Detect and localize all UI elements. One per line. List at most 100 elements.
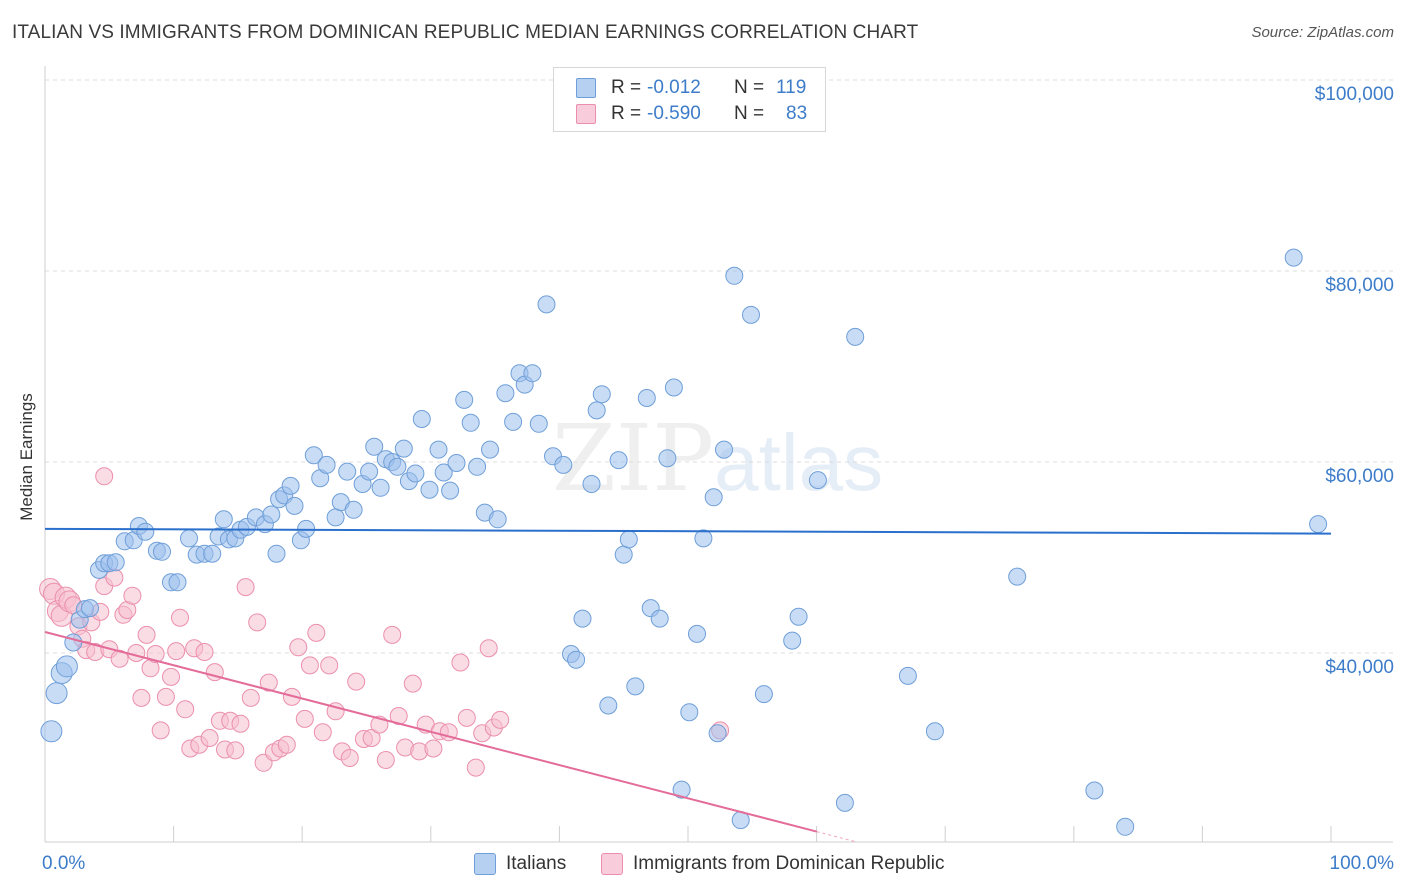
italians-point <box>40 720 63 743</box>
dominican-point <box>137 625 156 644</box>
x-tick-label-min: 0.0% <box>42 853 86 874</box>
dominican-point <box>200 729 219 747</box>
italians-point <box>573 609 592 628</box>
italians-point <box>64 633 83 652</box>
dominican-point <box>259 673 278 692</box>
italians-point <box>898 666 917 685</box>
axes <box>44 66 1393 843</box>
dominican-point <box>236 578 255 597</box>
chart-source: Source: ZipAtlas.com <box>1251 24 1394 41</box>
stats-row-dominican: R = -0.590 N = 83 <box>554 101 825 127</box>
r-label: R = <box>611 103 642 124</box>
n-value: 119 <box>776 77 807 98</box>
italians-point <box>694 529 713 548</box>
italians-trend-line <box>44 527 1332 535</box>
italians-point <box>1309 515 1328 534</box>
italians-point <box>783 631 802 650</box>
legend: Italians Immigrants from Dominican Repub… <box>0 852 1406 878</box>
y-tick-label-80000: $80,000 <box>1325 275 1394 296</box>
italians-point <box>214 510 233 529</box>
dominican-point <box>241 688 260 707</box>
italians-point <box>262 505 281 524</box>
italians-point <box>81 599 99 618</box>
italians-swatch <box>474 853 496 875</box>
dominican-point <box>110 649 129 668</box>
dominican-point <box>362 729 381 747</box>
italians-point <box>304 446 323 465</box>
italians-point <box>708 724 727 743</box>
italians-swatch <box>576 78 596 98</box>
italians-point <box>592 385 611 404</box>
trend-lines <box>44 527 1332 843</box>
dominican-point <box>479 639 498 658</box>
italians-point <box>582 475 601 493</box>
italians-point <box>455 390 474 409</box>
italians-point <box>529 414 548 433</box>
dominican-point <box>171 608 189 627</box>
italians-point <box>468 457 487 476</box>
stats-row-italians: R = -0.012 N = 119 <box>554 75 825 101</box>
italians-point <box>285 496 304 515</box>
italians-point <box>587 401 606 420</box>
dominican-point <box>277 735 296 754</box>
italians-point <box>267 544 286 563</box>
italians-point <box>488 510 507 529</box>
dominican-point <box>132 688 151 707</box>
italians-point <box>567 650 586 669</box>
italians-point <box>637 389 656 407</box>
italians-point <box>203 544 222 563</box>
dominican-point <box>95 467 114 486</box>
dominican-point <box>146 645 165 663</box>
italians-point <box>447 454 466 472</box>
dominican-point <box>231 714 250 733</box>
italians-point <box>688 624 706 643</box>
r-value: -0.012 <box>647 77 701 98</box>
dominican-point <box>313 723 332 742</box>
italians-point <box>496 384 515 403</box>
italians-point <box>106 553 125 572</box>
italians-point <box>394 439 413 458</box>
italians-point <box>650 609 669 628</box>
italians-point <box>664 378 683 397</box>
italians-point <box>412 410 431 428</box>
italians-point <box>742 305 760 324</box>
italians-point <box>846 327 865 346</box>
dominican-point <box>156 687 175 706</box>
r-label: R = <box>611 77 642 98</box>
italians-point <box>481 440 499 459</box>
x-tick-label-max: 100.0% <box>1329 853 1394 874</box>
italians-point <box>344 500 363 519</box>
italians-point <box>1284 248 1303 267</box>
dominican-point <box>491 710 510 729</box>
series-dominican-points <box>39 467 730 777</box>
r-value: -0.590 <box>647 103 701 124</box>
italians-point <box>371 478 390 497</box>
y-tick-label-100000: $100,000 <box>1314 84 1394 105</box>
italians-point <box>406 464 425 483</box>
italians-point <box>672 780 691 799</box>
watermark-zip: ZIP <box>552 405 715 512</box>
dominican-point <box>289 638 308 657</box>
italians-point <box>925 722 944 741</box>
italians-point <box>537 295 556 314</box>
legend-label-italians: Italians <box>506 853 567 874</box>
dominican-trend-line <box>44 631 817 833</box>
dominican-point <box>162 667 180 686</box>
dominican-point <box>248 613 267 632</box>
italians-point <box>523 364 542 383</box>
n-label: N = <box>734 103 765 124</box>
italians-point <box>658 449 677 468</box>
dominican-point <box>300 656 319 675</box>
italians-point <box>434 463 453 482</box>
dominican-point <box>383 625 402 644</box>
italians-point <box>45 682 68 705</box>
italians-point <box>715 440 733 459</box>
italians-point <box>1008 567 1027 586</box>
italians-point <box>614 545 633 564</box>
italians-point <box>1085 781 1104 800</box>
italians-point <box>180 529 198 548</box>
dominican-point <box>424 739 443 758</box>
italians-point <box>789 607 808 626</box>
dominican-point <box>320 656 339 675</box>
dominican-point <box>127 644 146 662</box>
